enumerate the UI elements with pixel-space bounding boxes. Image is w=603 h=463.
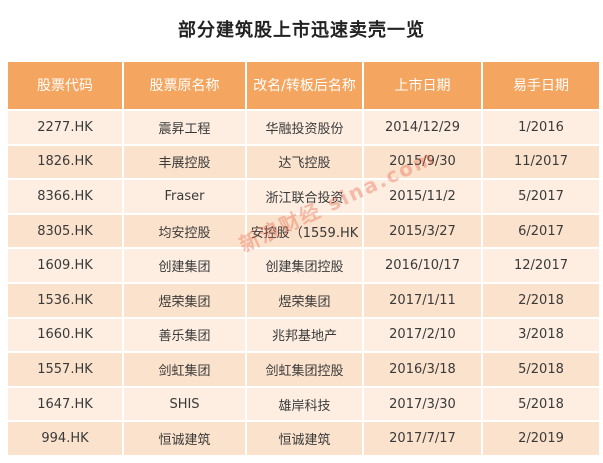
cell-new-name: 浙江联合投资 (247, 180, 362, 213)
cell-original-name: 均安控股 (124, 214, 245, 248)
cell-listing-date: 2017/3/30 (364, 387, 481, 421)
table-row: 994.HK 恒诚建筑 恒诚建筑 2017/7/17 2/2019 (8, 422, 599, 455)
table-row: 1660.HK 善乐集团 兆邦基地产 2017/2/10 3/2018 (8, 318, 599, 352)
cell-new-name: 雄岸科技 (247, 387, 362, 421)
cell-code: 1660.HK (8, 318, 122, 352)
header-new-name: 改名/转板后名称 (247, 62, 362, 109)
cell-listing-date: 2015/3/27 (364, 214, 481, 248)
cell-original-name: 丰展控股 (124, 145, 245, 179)
table-row: 1647.HK SHIS 雄岸科技 2017/3/30 5/2018 (8, 387, 599, 421)
table-row: 1536.HK 煜荣集团 煜荣集团 2017/1/11 2/2018 (8, 283, 599, 317)
cell-change-date: 5/2018 (483, 353, 599, 386)
cell-change-date: 3/2018 (483, 318, 599, 352)
cell-original-name: 善乐集团 (124, 318, 245, 352)
cell-original-name: Fraser (124, 180, 245, 213)
cell-new-name: 安控股（1559.HK (247, 214, 362, 248)
cell-change-date: 5/2018 (483, 387, 599, 421)
cell-change-date: 12/2017 (483, 249, 599, 282)
cell-new-name: 华融投资股份 (247, 111, 362, 144)
sale-table: 股票代码 股票原名称 改名/转板后名称 上市日期 易手日期 2277.HK 震昇… (6, 60, 601, 457)
cell-listing-date: 2017/7/17 (364, 422, 481, 455)
cell-listing-date: 2014/12/29 (364, 111, 481, 144)
cell-original-name: SHIS (124, 387, 245, 421)
cell-code: 8305.HK (8, 214, 122, 248)
cell-change-date: 6/2017 (483, 214, 599, 248)
cell-code: 1647.HK (8, 387, 122, 421)
cell-code: 1536.HK (8, 283, 122, 317)
cell-change-date: 5/2017 (483, 180, 599, 213)
cell-new-name: 剑虹集团控股 (247, 353, 362, 386)
table-row: 1609.HK 创建集团 创建集团控股 2016/10/17 12/2017 (8, 249, 599, 282)
table-row: 8366.HK Fraser 浙江联合投资 2015/11/2 5/2017 (8, 180, 599, 213)
table-row: 2277.HK 震昇工程 华融投资股份 2014/12/29 1/2016 (8, 111, 599, 144)
cell-change-date: 1/2016 (483, 111, 599, 144)
cell-new-name: 达飞控股 (247, 145, 362, 179)
header-original-name: 股票原名称 (124, 62, 245, 109)
table-row: 8305.HK 均安控股 安控股（1559.HK 2015/3/27 6/201… (8, 214, 599, 248)
cell-listing-date: 2016/10/17 (364, 249, 481, 282)
cell-change-date: 2/2018 (483, 283, 599, 317)
cell-code: 1609.HK (8, 249, 122, 282)
cell-change-date: 2/2019 (483, 422, 599, 455)
header-listing-date: 上市日期 (364, 62, 481, 109)
header-row: 股票代码 股票原名称 改名/转板后名称 上市日期 易手日期 (8, 62, 599, 109)
cell-original-name: 震昇工程 (124, 111, 245, 144)
table-row: 1557.HK 剑虹集团 剑虹集团控股 2016/3/18 5/2018 (8, 353, 599, 386)
cell-code: 8366.HK (8, 180, 122, 213)
header-change-date: 易手日期 (483, 62, 599, 109)
cell-listing-date: 2015/11/2 (364, 180, 481, 213)
cell-original-name: 煜荣集团 (124, 283, 245, 317)
cell-code: 1557.HK (8, 353, 122, 386)
cell-listing-date: 2017/2/10 (364, 318, 481, 352)
cell-code: 2277.HK (8, 111, 122, 144)
table-row: 1826.HK 丰展控股 达飞控股 2015/9/30 11/2017 (8, 145, 599, 179)
cell-code: 994.HK (8, 422, 122, 455)
cell-original-name: 剑虹集团 (124, 353, 245, 386)
cell-change-date: 11/2017 (483, 145, 599, 179)
page-title: 部分建筑股上市迅速卖壳一览 (178, 20, 425, 41)
cell-code: 1826.HK (8, 145, 122, 179)
cell-original-name: 恒诚建筑 (124, 422, 245, 455)
cell-new-name: 创建集团控股 (247, 249, 362, 282)
cell-listing-date: 2017/1/11 (364, 283, 481, 317)
cell-new-name: 兆邦基地产 (247, 318, 362, 352)
header-code: 股票代码 (8, 62, 122, 109)
cell-new-name: 恒诚建筑 (247, 422, 362, 455)
cell-listing-date: 2016/3/18 (364, 353, 481, 386)
cell-original-name: 创建集团 (124, 249, 245, 282)
cell-new-name: 煜荣集团 (247, 283, 362, 317)
cell-listing-date: 2015/9/30 (364, 145, 481, 179)
